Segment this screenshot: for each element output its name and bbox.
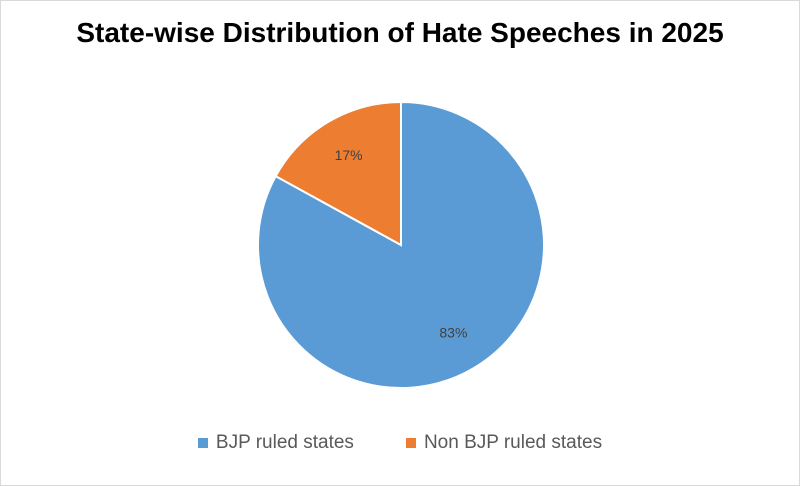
data-label-non-bjp-ruled: 17% bbox=[335, 147, 363, 163]
legend-label-non-bjp-ruled: Non BJP ruled states bbox=[423, 432, 603, 453]
pie-slice-non-bjp-ruled bbox=[274, 100, 402, 247]
legend-swatch-bjp-ruled bbox=[197, 438, 208, 448]
legend-label-bjp-ruled: BJP ruled states bbox=[215, 432, 354, 453]
legend-item-non-bjp-ruled: Non BJP ruled states bbox=[405, 432, 603, 454]
legend-item-bjp-ruled: BJP ruled states bbox=[197, 432, 354, 454]
legend-swatch-non-bjp-ruled bbox=[405, 438, 416, 448]
data-label-bjp-ruled: 83% bbox=[439, 324, 467, 340]
chart-title: State-wise Distribution of Hate Speeches… bbox=[76, 17, 724, 48]
legend: BJP ruled states Non BJP ruled states bbox=[1, 432, 799, 454]
